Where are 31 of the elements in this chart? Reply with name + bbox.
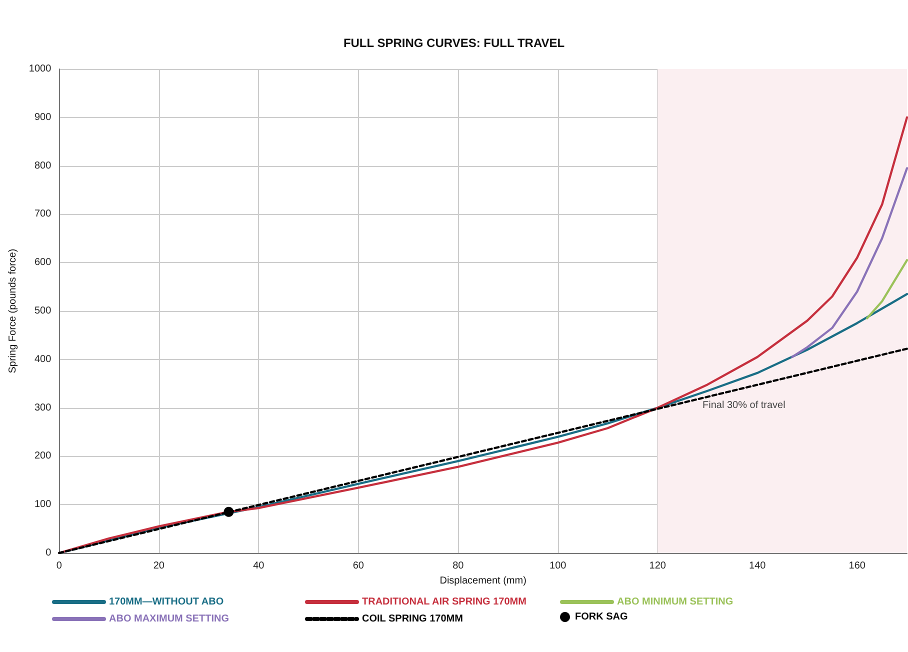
x-tick-label: 0 xyxy=(56,560,62,572)
y-tick-label: 900 xyxy=(34,112,52,123)
line-series xyxy=(791,167,908,358)
x-tick-label: 40 xyxy=(253,560,265,572)
y-tick-label: 200 xyxy=(34,450,52,462)
legend-label: ABO MAXIMUM SETTING xyxy=(109,614,230,624)
x-axis-title: Displacement (mm) xyxy=(440,575,526,586)
y-tick-label: 1000 xyxy=(28,64,52,74)
legend-label: COIL SPRING 170MM xyxy=(362,614,463,624)
legend-label: FORK SAG xyxy=(575,612,628,622)
y-tick-label: 600 xyxy=(34,257,52,268)
x-tick-label: 20 xyxy=(153,560,165,572)
y-tick-label: 700 xyxy=(34,208,52,220)
y-tick-label: 800 xyxy=(34,160,52,172)
legend-label: TRADITIONAL AIR SPRING 170MM xyxy=(362,596,526,608)
y-tick-label: 0 xyxy=(46,548,52,558)
band-label: Final 30% of travel xyxy=(702,400,786,412)
chart-title: FULL SPRING CURVES: FULL TRAVEL xyxy=(343,36,565,50)
y-tick-label: 500 xyxy=(34,306,52,316)
legend-label: ABO MINIMUM SETTING xyxy=(617,596,734,608)
legend-label: 170MM—WITHOUT ABO xyxy=(109,596,224,608)
x-tick-label: 140 xyxy=(749,560,766,572)
x-tick-label: 100 xyxy=(550,560,567,572)
y-tick-label: 100 xyxy=(34,499,52,510)
x-tick-label: 80 xyxy=(452,560,464,572)
y-axis-title: Spring Force (pounds force) xyxy=(8,248,18,374)
y-tick-label: 400 xyxy=(34,354,52,365)
x-tick-label: 160 xyxy=(848,560,866,572)
x-tick-label: 60 xyxy=(352,560,364,572)
y-tick-label: 300 xyxy=(34,402,52,414)
x-tick-label: 120 xyxy=(649,560,666,572)
